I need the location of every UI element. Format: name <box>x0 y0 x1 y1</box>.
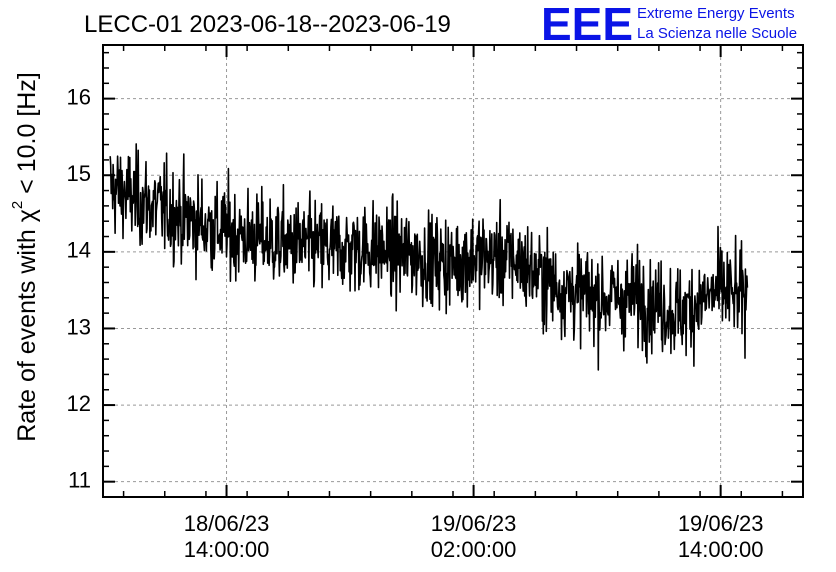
chart-title: LECC-01 2023-06-18--2023-06-19 <box>84 11 451 38</box>
grid-lines <box>103 45 803 497</box>
y-tick-label: 12 <box>67 391 91 416</box>
x-tick-label-date: 18/06/23 <box>184 511 270 536</box>
eee-logo: EEE Extreme Energy Events La Scienza nel… <box>541 0 797 50</box>
series-group <box>109 143 749 371</box>
x-tick-label-date: 19/06/23 <box>678 511 764 536</box>
x-tick-label-time: 14:00:00 <box>184 537 270 562</box>
y-tick-label: 14 <box>67 238 91 263</box>
x-axis: 18/06/2314:00:0019/06/2302:00:0019/06/23… <box>122 45 784 562</box>
x-tick-label-date: 19/06/23 <box>431 511 517 536</box>
y-tick-label: 16 <box>67 84 91 109</box>
logo-mark: EEE <box>541 0 633 50</box>
y-axis-label: Rate of events with χ2 < 10.0 [Hz] <box>9 72 41 442</box>
y-tick-label: 11 <box>68 467 91 492</box>
y-axis: 11 12 13 14 15 16 <box>67 51 803 498</box>
x-tick-label-time: 14:00:00 <box>678 537 764 562</box>
logo-line2: La Scienza nelle Scuole <box>637 25 797 42</box>
x-tick-label-time: 02:00:00 <box>431 537 517 562</box>
series-line <box>109 143 749 371</box>
y-tick-label: 15 <box>67 161 91 186</box>
logo-line1: Extreme Energy Events <box>637 5 795 22</box>
y-tick-label: 13 <box>67 314 91 339</box>
